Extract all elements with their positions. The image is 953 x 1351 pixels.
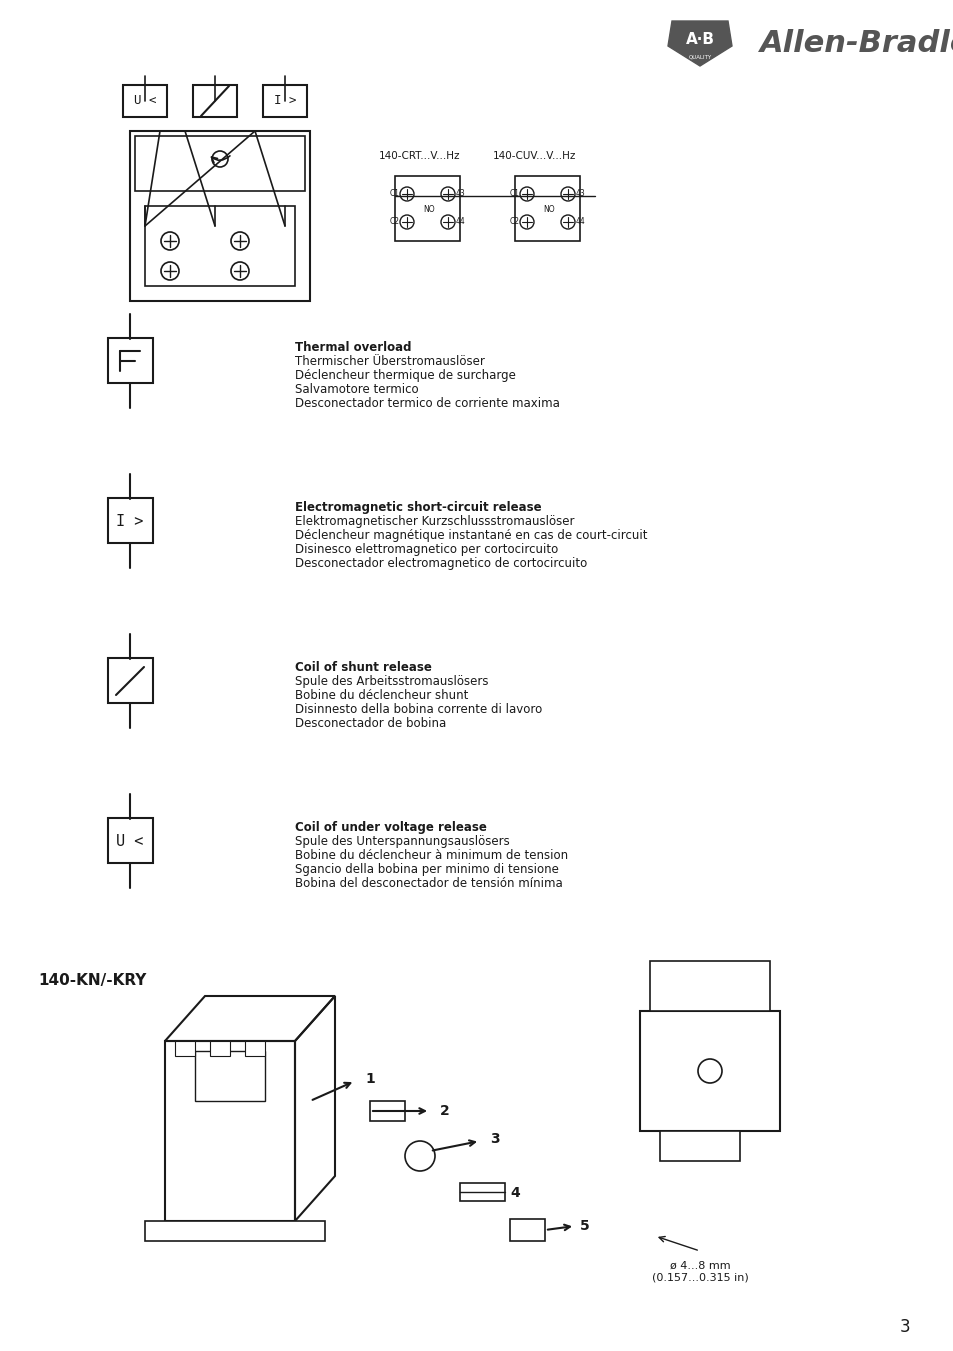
Bar [510, 1219, 544, 1242]
Text: Spule des Arbeitsstromauslösers: Spule des Arbeitsstromauslösers [294, 676, 488, 688]
Bar [145, 1221, 325, 1242]
Text: 1: 1 [365, 1071, 375, 1086]
Text: Bobine du déclencheur shunt: Bobine du déclencheur shunt [294, 689, 468, 703]
Bar [639, 1011, 780, 1131]
Text: U <: U < [116, 834, 144, 848]
Bar [263, 85, 307, 118]
Text: 3: 3 [490, 1132, 499, 1146]
Text: 5: 5 [579, 1219, 589, 1233]
Text: I >: I > [116, 513, 144, 528]
Bar [174, 1042, 194, 1056]
Text: Sgancio della bobina per minimo di tensione: Sgancio della bobina per minimo di tensi… [294, 863, 558, 875]
Text: A·B: A·B [685, 31, 714, 46]
Text: Desconectador de bobina: Desconectador de bobina [294, 717, 446, 730]
Text: Disinnesto della bobina corrente di lavoro: Disinnesto della bobina corrente di lavo… [294, 703, 541, 716]
Bar [193, 85, 236, 118]
Text: Bobine du déclencheur à minimum de tension: Bobine du déclencheur à minimum de tensi… [294, 848, 568, 862]
Text: NO: NO [423, 204, 435, 213]
Bar [245, 1042, 265, 1056]
Text: Spule des Unterspannungsauslösers: Spule des Unterspannungsauslösers [294, 835, 509, 848]
Text: C1: C1 [510, 189, 519, 199]
Text: C1: C1 [390, 189, 399, 199]
Text: ø 4...8 mm
(0.157...0.315 in): ø 4...8 mm (0.157...0.315 in) [651, 1260, 747, 1282]
Text: Coil of shunt release: Coil of shunt release [294, 661, 432, 674]
Bar [108, 499, 152, 543]
Bar [135, 136, 305, 190]
Bar [130, 131, 310, 301]
Text: 44: 44 [576, 218, 585, 227]
Text: 43: 43 [456, 189, 465, 199]
Bar [165, 1042, 294, 1221]
Bar [659, 1131, 740, 1161]
Text: Desconectador termico de corriente maxima: Desconectador termico de corriente maxim… [294, 397, 559, 409]
Bar [649, 961, 769, 1011]
Text: NO: NO [542, 204, 555, 213]
Bar [123, 85, 167, 118]
Text: Déclencheur magnétique instantané en cas de court-circuit: Déclencheur magnétique instantané en cas… [294, 530, 647, 542]
Text: C2: C2 [510, 218, 519, 227]
Text: Elektromagnetischer Kurzschlussstromauslöser: Elektromagnetischer Kurzschlussstromausl… [294, 515, 574, 528]
Bar [210, 1042, 230, 1056]
Text: QUALITY: QUALITY [688, 54, 711, 59]
Bar [108, 338, 152, 382]
Bar [370, 1101, 405, 1121]
Text: 44: 44 [456, 218, 465, 227]
Text: Déclencheur thermique de surcharge: Déclencheur thermique de surcharge [294, 369, 516, 382]
Text: 140-CRT...V...Hz: 140-CRT...V...Hz [379, 151, 460, 161]
Polygon shape [667, 22, 731, 66]
Bar [108, 817, 152, 863]
Bar [145, 205, 294, 286]
Text: I >: I > [274, 95, 296, 108]
Bar [194, 1051, 265, 1101]
Bar [108, 658, 152, 703]
Text: 4: 4 [510, 1186, 519, 1200]
Text: 2: 2 [439, 1104, 449, 1119]
Text: 140-KN/-KRY: 140-KN/-KRY [38, 974, 146, 989]
Text: Disinesco elettromagnetico per cortocircuito: Disinesco elettromagnetico per cortocirc… [294, 543, 558, 557]
Bar [395, 176, 459, 240]
Bar [515, 176, 579, 240]
Text: Electromagnetic short-circuit release: Electromagnetic short-circuit release [294, 501, 541, 513]
Text: C2: C2 [390, 218, 399, 227]
Text: 140-CUV...V...Hz: 140-CUV...V...Hz [493, 151, 576, 161]
Text: 3: 3 [899, 1319, 909, 1336]
Text: Allen-Bradley: Allen-Bradley [760, 30, 953, 58]
Text: U <: U < [133, 95, 156, 108]
Text: Desconectador electromagnetico de cortocircuito: Desconectador electromagnetico de cortoc… [294, 557, 587, 570]
Text: Salvamotore termico: Salvamotore termico [294, 382, 418, 396]
Text: Thermischer Überstromauslöser: Thermischer Überstromauslöser [294, 355, 484, 367]
Text: Thermal overload: Thermal overload [294, 340, 411, 354]
Text: Coil of under voltage release: Coil of under voltage release [294, 821, 486, 834]
Text: Bobina del desconectador de tensión mínima: Bobina del desconectador de tensión míni… [294, 877, 562, 890]
Text: 43: 43 [576, 189, 585, 199]
Bar [459, 1183, 504, 1201]
